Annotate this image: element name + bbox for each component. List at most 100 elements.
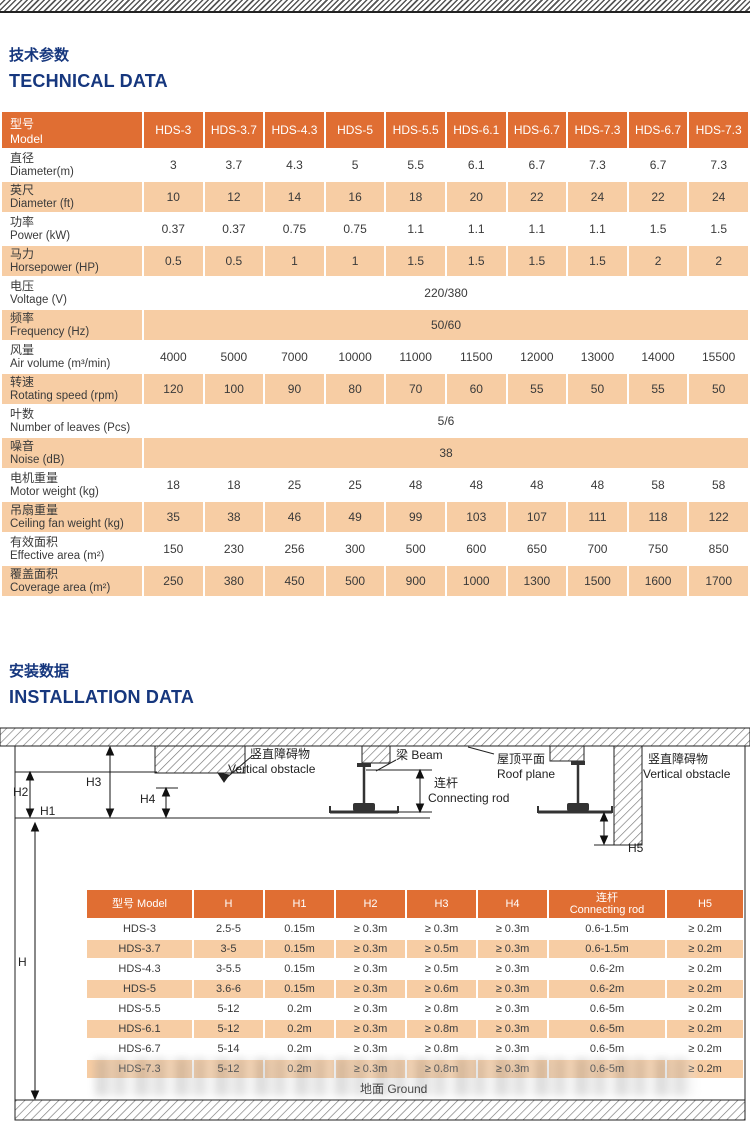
tech-row: 电压 Voltage (V) 220/380 — [2, 278, 748, 308]
tech-value: 48 — [507, 470, 567, 500]
tech-model-header: HDS-7.3 — [568, 112, 627, 148]
install-value-cell: 0.2m — [265, 1000, 334, 1018]
install-col-header: H3 — [407, 890, 476, 918]
install-value-cell: ≥ 0.2m — [667, 940, 743, 958]
tech-value: 35 — [144, 502, 203, 532]
tech-value: 55 — [628, 374, 688, 404]
tech-value: 5.5 — [386, 150, 445, 180]
install-value-cell: ≥ 0.3m — [478, 920, 547, 938]
tech-value: 1500 — [568, 566, 627, 596]
install-value-cell: ≥ 0.3m — [478, 1020, 547, 1038]
install-value-cell: ≥ 0.3m — [336, 1060, 405, 1078]
tech-value: 60 — [446, 374, 506, 404]
tech-value: 500 — [386, 534, 445, 564]
tech-row-label-zh: 电压 — [10, 279, 35, 293]
install-value-cell: ≥ 0.3m — [478, 940, 547, 958]
installation-title-en: INSTALLATION DATA — [9, 687, 195, 707]
install-value-cell: 5-12 — [194, 1000, 263, 1018]
tech-row-label-zh: 英尺 — [10, 183, 35, 197]
tech-row-label-en: Number of leaves (Pcs) — [10, 422, 131, 434]
tech-value: 0.5 — [204, 246, 264, 276]
tech-value: 1000 — [446, 566, 506, 596]
install-row: HDS-3 2.5-5 0.15m ≥ 0.3m ≥ 0.3m ≥ 0.3m 0.6-1.5… — [87, 920, 743, 938]
tech-value: 49 — [325, 502, 385, 532]
tech-row-label-en: Motor weight (kg) — [10, 486, 99, 498]
tech-value: 1300 — [507, 566, 567, 596]
tech-header-row: 型号 Model HDS-3 HDS-3.7 HDS-4.3 HDS-5 HDS-5.5… — [2, 112, 748, 148]
install-value-cell: 5-12 — [194, 1020, 263, 1038]
install-col-header: 型号 Model — [87, 890, 192, 918]
install-value-cell: 0.6-5m — [549, 1060, 665, 1078]
tech-value: 600 — [446, 534, 506, 564]
install-model-cell: HDS-5 — [87, 980, 192, 998]
install-value-cell: ≥ 0.2m — [667, 1020, 743, 1038]
tech-value: 7000 — [265, 342, 324, 372]
tech-corner-zh: 型号 — [10, 116, 35, 131]
tech-value: 850 — [689, 534, 748, 564]
tech-value: 14000 — [628, 342, 688, 372]
dimension-arrows — [25, 745, 609, 1101]
tech-row-label-en: Ceiling fan weight (kg) — [10, 518, 124, 530]
tech-model-header: HDS-6.1 — [446, 112, 506, 148]
tech-value: 0.37 — [204, 214, 264, 244]
right-fan-icon — [537, 761, 613, 814]
tech-value: 1 — [265, 246, 324, 276]
install-value-cell: ≥ 0.2m — [667, 1000, 743, 1018]
tech-row-label: 电压 Voltage (V) — [2, 278, 142, 308]
tech-value: 25 — [325, 470, 385, 500]
tech-value: 70 — [386, 374, 445, 404]
install-value-cell: ≥ 0.2m — [667, 960, 743, 978]
dim-h-label: H — [18, 955, 27, 969]
install-value-cell: ≥ 0.2m — [667, 1060, 743, 1078]
tech-value: 300 — [325, 534, 385, 564]
right-obstacle-label-en: Vertical obstacle — [643, 767, 731, 781]
tech-value: 103 — [446, 502, 506, 532]
tech-row: 功率 Power (kW) 0.37 0.37 0.75 0.75 1.1 1.1 1.1 1.1… — [2, 214, 748, 244]
tech-value: 7.3 — [689, 150, 748, 180]
tech-row-label: 噪音 Noise (dB) — [2, 438, 142, 468]
install-value-cell: 0.6-5m — [549, 1020, 665, 1038]
tech-row-label-zh: 功率 — [10, 215, 35, 229]
tech-value: 120 — [144, 374, 203, 404]
tech-row-label-en: Effective area (m²) — [10, 550, 105, 562]
install-value-cell: ≥ 0.5m — [407, 940, 476, 958]
tech-model-header: HDS-6.7 — [628, 112, 688, 148]
tech-value: 6.7 — [507, 150, 567, 180]
tech-row-label-zh: 马力 — [10, 247, 35, 261]
ceiling-hatch — [0, 727, 750, 747]
install-model-cell: HDS-7.3 — [87, 1060, 192, 1078]
tech-row-label-en: Power (kW) — [10, 230, 71, 242]
tech-value: 4.3 — [265, 150, 324, 180]
tech-value: 5000 — [204, 342, 264, 372]
tech-value: 50 — [568, 374, 627, 404]
tech-row-label-zh: 频率 — [10, 311, 35, 325]
tech-value: 4000 — [144, 342, 203, 372]
install-col-header: H1 — [265, 890, 334, 918]
install-model-cell: HDS-3 — [87, 920, 192, 938]
roof-block — [549, 745, 585, 762]
tech-value: 10 — [144, 182, 203, 212]
install-row: HDS-6.1 5-12 0.2m ≥ 0.3m ≥ 0.8m ≥ 0.3m 0.6-5m ≥… — [87, 1020, 743, 1038]
tech-value: 0.75 — [265, 214, 324, 244]
tech-row: 有效面积 Effective area (m²) 150 230 256 300 500 60… — [2, 534, 748, 564]
install-value-cell: ≥ 0.3m — [336, 920, 405, 938]
tech-row: 转速 Rotating speed (rpm) 120 100 90 80 70 60 55 50… — [2, 374, 748, 404]
install-value-cell: ≥ 0.2m — [667, 980, 743, 998]
install-col-header-en: Connecting rod — [569, 904, 645, 916]
tech-span-value: 220/380 — [144, 278, 748, 308]
top-border-hatch — [0, 0, 750, 13]
tech-value: 1600 — [628, 566, 688, 596]
install-value-cell: 0.2m — [265, 1040, 334, 1058]
tech-row-label-en: Noise (dB) — [10, 454, 65, 466]
tech-row-label: 覆盖面积 Coverage area (m²) — [2, 566, 142, 596]
tech-value: 500 — [325, 566, 385, 596]
tech-value: 250 — [144, 566, 203, 596]
tech-value: 1700 — [689, 566, 748, 596]
install-col-header: H2 — [336, 890, 405, 918]
install-row: HDS-5.5 5-12 0.2m ≥ 0.3m ≥ 0.8m ≥ 0.3m 0.6-5m ≥… — [87, 1000, 743, 1018]
tech-value: 24 — [568, 182, 627, 212]
tech-value: 1.1 — [446, 214, 506, 244]
tech-row-label-zh: 吊扇重量 — [10, 503, 59, 517]
tech-value: 18 — [204, 470, 264, 500]
diagram-canvas — [0, 727, 750, 1121]
